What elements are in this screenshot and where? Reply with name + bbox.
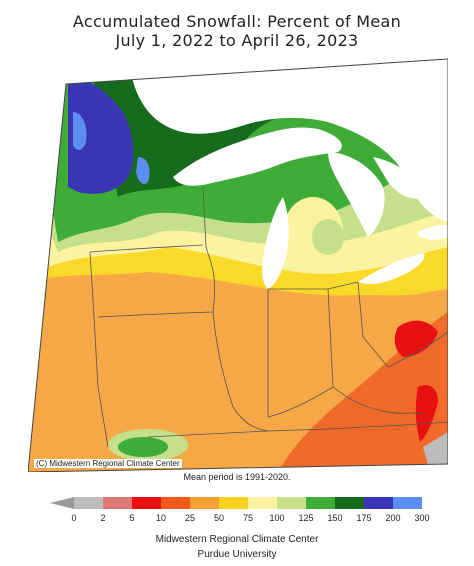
- legend-swatch: [364, 497, 393, 509]
- mean-period-note: Mean period is 1991-2020.: [183, 472, 291, 482]
- legend-swatch: [248, 497, 277, 509]
- map-frame: [28, 58, 448, 472]
- legend-swatch: [103, 497, 132, 509]
- region-blue: [68, 77, 134, 194]
- legend-tick-label: 10: [156, 513, 166, 523]
- legend-tick-label: 300: [414, 513, 429, 523]
- legend-swatch: [74, 497, 103, 509]
- lake-erie: [358, 253, 425, 285]
- legend-low-arrow: [50, 497, 74, 509]
- legend-tick-label: 200: [385, 513, 400, 523]
- copyright-credit: (C) Midwestern Regional Climate Center: [34, 459, 182, 468]
- map-subtitle: July 1, 2022 to April 26, 2023: [115, 31, 359, 50]
- region-red-1: [394, 320, 438, 357]
- state-borders: [89, 186, 448, 448]
- georgian-bay: [373, 157, 423, 199]
- legend-tick-label: 150: [327, 513, 342, 523]
- color-legend: 0 2 5 10 25 50 75 100 125 150 175 200 300: [44, 494, 434, 524]
- legend-swatch: [277, 497, 306, 509]
- legend-tick-label: 175: [356, 513, 371, 523]
- legend-swatch: [190, 497, 219, 509]
- legend-tick-label: 50: [214, 513, 224, 523]
- region-light-blue-2: [136, 157, 150, 184]
- legend-tick-label: 75: [243, 513, 253, 523]
- legend-swatch: [335, 497, 364, 509]
- legend-tick-label: 100: [269, 513, 284, 523]
- region-red-2: [415, 385, 438, 442]
- footer-org: Midwestern Regional Climate Center: [155, 534, 319, 545]
- legend-tick-label: 2: [100, 513, 105, 523]
- legend-tick-label: 5: [129, 513, 134, 523]
- lake-huron: [328, 152, 385, 237]
- canada-area: [128, 59, 448, 222]
- legend-swatch: [306, 497, 335, 509]
- map-title: Accumulated Snowfall: Percent of Mean: [72, 12, 402, 31]
- lake-ontario: [418, 224, 448, 240]
- legend-tick-label: 125: [298, 513, 313, 523]
- legend-swatch: [161, 497, 190, 509]
- legend-tick-label: 25: [185, 513, 195, 523]
- footer-university: Purdue University: [197, 549, 277, 560]
- legend-tick-label: 0: [71, 513, 76, 523]
- legend-swatch: [219, 497, 248, 509]
- region-southwest-green: [118, 437, 168, 457]
- region-michigan-green: [312, 219, 344, 255]
- lake-michigan: [262, 197, 289, 289]
- region-light-blue: [73, 112, 87, 150]
- legend-swatch: [393, 497, 422, 509]
- legend-swatch: [132, 497, 161, 509]
- snowfall-map: [28, 57, 448, 472]
- lake-superior: [173, 127, 342, 186]
- region-gray: [423, 432, 448, 465]
